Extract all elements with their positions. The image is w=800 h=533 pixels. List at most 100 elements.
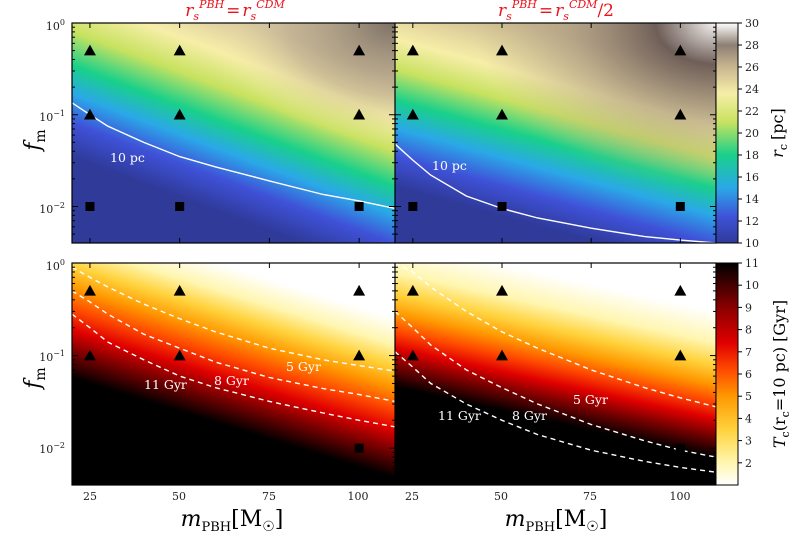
contour-annotations: 10 pc 10 pc 5 Gyr 8 Gyr 11 Gyr 5 Gyr 8 G… xyxy=(110,150,608,423)
colorbar-top xyxy=(715,22,739,244)
marker-triangle-top-left-0 xyxy=(83,44,96,56)
marker-triangle-bottom-right-5 xyxy=(674,349,687,361)
panel-bottom-left xyxy=(72,263,395,485)
colorbar-tick-label: 3 xyxy=(745,435,752,448)
marker-square-top-right-7 xyxy=(497,201,507,211)
marker-square-bottom-right-6 xyxy=(408,443,418,453)
contour-bottom-right-0 xyxy=(395,263,716,408)
annot-8gyr-right: 8 Gyr xyxy=(512,408,547,423)
annot-10pc-right: 10 pc xyxy=(432,158,467,173)
colorbar-tick-label: 2 xyxy=(745,457,752,470)
xtick-labels: 25 50 75 100 25 50 75 100 xyxy=(83,490,691,503)
annot-5gyr-left: 5 Gyr xyxy=(286,359,321,374)
marker-triangle-top-right-4 xyxy=(496,108,508,120)
colorbar-tick-label: 6 xyxy=(745,368,752,381)
ytick-top-m2: 10−2 xyxy=(39,201,65,216)
marker-triangle-top-right-3 xyxy=(406,108,419,120)
marker-triangle-bottom-right-4 xyxy=(496,349,508,361)
marker-triangle-bottom-left-3 xyxy=(83,349,96,361)
annot-5gyr-right: 5 Gyr xyxy=(573,392,608,407)
marker-square-top-left-6 xyxy=(85,201,95,211)
annot-8gyr-left: 8 Gyr xyxy=(214,373,249,388)
marker-triangle-top-right-1 xyxy=(496,44,508,56)
marker-triangle-bottom-left-0 xyxy=(83,284,96,296)
contour-bottom-left-0 xyxy=(72,266,395,372)
contour-bottom-left-1 xyxy=(72,290,395,403)
xtick-25-left: 25 xyxy=(83,490,97,503)
marker-square-bottom-left-8 xyxy=(354,443,364,453)
colorbar-tick-label: 20 xyxy=(745,127,759,140)
colorbar-tick-label: 30 xyxy=(745,17,759,30)
marker-triangle-bottom-right-2 xyxy=(674,284,687,296)
colorbar-tick-label: 28 xyxy=(745,39,759,52)
marker-triangle-top-left-4 xyxy=(173,108,186,120)
contour-bottom-right-1 xyxy=(395,310,716,458)
marker-triangle-bottom-left-1 xyxy=(173,284,186,296)
ytick-bottom-0: 100 xyxy=(46,258,65,273)
xtick-100-left: 100 xyxy=(348,490,369,503)
colorbar-tick-label: 4 xyxy=(745,412,752,425)
marker-square-bottom-right-7 xyxy=(497,443,507,453)
contour-top-right-0 xyxy=(395,143,716,243)
colorbar-tick-label: 26 xyxy=(745,61,759,74)
colorbar-tick-label: 16 xyxy=(745,171,759,184)
marker-square-bottom-left-6 xyxy=(85,443,95,453)
marker-triangle-bottom-right-1 xyxy=(496,284,508,296)
marker-square-bottom-right-8 xyxy=(675,443,685,453)
panel-top-right xyxy=(395,23,716,243)
annot-11gyr-right: 11 Gyr xyxy=(438,408,481,423)
colorbar-top-label: rc[pc] xyxy=(768,108,790,158)
ytick-bottom-m1: 10−1 xyxy=(39,349,65,364)
colorbar-tick-label: 11 xyxy=(745,257,759,270)
marker-triangle-top-left-2 xyxy=(353,44,366,56)
marker-square-top-right-6 xyxy=(408,201,418,211)
marker-triangle-bottom-right-3 xyxy=(406,349,419,361)
marker-square-bottom-left-7 xyxy=(175,443,185,453)
contour-bottom-right-2 xyxy=(395,351,716,473)
ylabel-top: fm xyxy=(21,129,49,152)
xtick-25-right: 25 xyxy=(405,490,419,503)
marker-square-top-left-7 xyxy=(175,201,185,211)
colorbar-tick-label: 10 xyxy=(745,237,759,250)
marker-triangle-top-right-2 xyxy=(674,44,687,56)
ytick-top-0: 100 xyxy=(46,18,65,33)
colorbar-tick-label: 9 xyxy=(745,301,752,314)
marker-triangle-top-right-0 xyxy=(406,44,419,56)
colorbar-tick-label: 24 xyxy=(745,83,759,96)
marker-triangle-top-right-5 xyxy=(674,108,687,120)
xtick-75-left: 75 xyxy=(262,490,276,503)
colorbar-tick-label: 14 xyxy=(745,193,759,206)
xtick-50-left: 50 xyxy=(172,490,186,503)
colorbar-tick-label: 5 xyxy=(745,390,752,403)
annot-10pc-left: 10 pc xyxy=(110,150,145,165)
contour-top-left-0 xyxy=(72,102,395,210)
marker-triangle-top-left-3 xyxy=(83,108,96,120)
colorbar-tick-label: 10 xyxy=(745,279,759,292)
ytick-labels: 100 10−1 10−2 100 10−1 10−2 xyxy=(39,18,65,456)
ytick-top-m1: 10−1 xyxy=(39,109,65,124)
ylabel-bottom: fm xyxy=(21,367,49,390)
colorbar-tick-label: 8 xyxy=(745,324,752,337)
colorbar-tick-label: 12 xyxy=(745,215,759,228)
marker-triangle-top-left-1 xyxy=(173,44,186,56)
marker-triangle-bottom-left-2 xyxy=(353,284,366,296)
xtick-75-right: 75 xyxy=(583,490,597,503)
marker-square-top-left-8 xyxy=(354,201,364,211)
title-left: rsPBH = rsCDM xyxy=(185,0,285,23)
colorbar-tick-label: 18 xyxy=(745,149,759,162)
colorbar-bottom xyxy=(715,262,739,486)
marker-triangle-bottom-left-4 xyxy=(173,349,186,361)
marker-triangle-bottom-right-0 xyxy=(406,284,419,296)
annot-11gyr-left: 11 Gyr xyxy=(144,377,187,392)
panel-top-left xyxy=(72,23,395,243)
marker-triangle-bottom-left-5 xyxy=(353,349,366,361)
contour-lines xyxy=(72,102,716,473)
contour-bottom-left-2 xyxy=(72,313,395,428)
xtick-50-right: 50 xyxy=(494,490,508,503)
data-markers xyxy=(83,44,687,453)
colorbar-tick-label: 7 xyxy=(745,346,752,359)
marker-triangle-top-left-5 xyxy=(353,108,366,120)
marker-square-top-right-8 xyxy=(675,201,685,211)
colorbar-ticks: 10 12 14 16 18 20 22 24 26 28 30 2 3 4 5 6 7 8 9 10 11 xyxy=(738,17,759,470)
